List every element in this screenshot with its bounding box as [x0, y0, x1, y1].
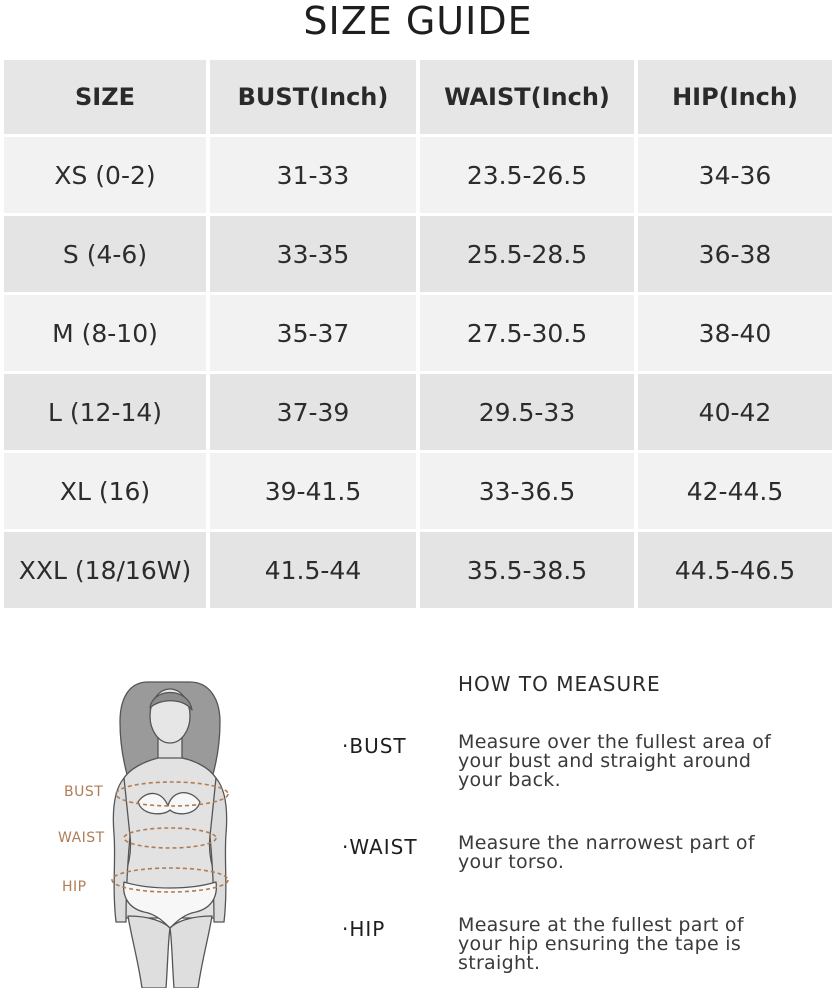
header-hip: HIP(Inch): [638, 60, 832, 134]
figure-label-hip: HIP: [62, 879, 87, 895]
bust-cell: 37-39: [210, 374, 416, 450]
size-table: SIZE BUST(Inch) WAIST(Inch) HIP(Inch) XS…: [0, 57, 836, 611]
figure-label-bust: BUST: [64, 784, 104, 800]
table-row: L (12-14) 37-39 29.5-33 40-42: [4, 374, 832, 450]
measure-desc-waist: Measure the narrowest part of your torso…: [458, 832, 755, 873]
hip-cell: 40-42: [638, 374, 832, 450]
waist-cell: 33-36.5: [420, 453, 634, 529]
figure-label-waist: WAIST: [58, 830, 105, 846]
header-waist: WAIST(Inch): [420, 60, 634, 134]
table-row: S (4-6) 33-35 25.5-28.5 36-38: [4, 216, 832, 292]
size-cell: L (12-14): [4, 374, 206, 450]
body-figure-icon: [111, 681, 229, 988]
bust-cell: 33-35: [210, 216, 416, 292]
header-bust: BUST(Inch): [210, 60, 416, 134]
size-cell: XL (16): [4, 453, 206, 529]
table-row: XL (16) 39-41.5 33-36.5 42-44.5: [4, 453, 832, 529]
measure-desc-hip: Measure at the fullest part of your hip …: [458, 914, 744, 974]
table-header-row: SIZE BUST(Inch) WAIST(Inch) HIP(Inch): [4, 60, 832, 134]
measure-label-hip: ·HIP: [342, 917, 386, 941]
size-cell: S (4-6): [4, 216, 206, 292]
waist-cell: 23.5-26.5: [420, 137, 634, 213]
table-row: M (8-10) 35-37 27.5-30.5 38-40: [4, 295, 832, 371]
waist-cell: 27.5-30.5: [420, 295, 634, 371]
header-size: SIZE: [4, 60, 206, 134]
measure-desc-bust: Measure over the fullest area of your bu…: [458, 731, 772, 791]
table-row: XXL (18/16W) 41.5-44 35.5-38.5 44.5-46.5: [4, 532, 832, 608]
page-title: SIZE GUIDE: [303, 0, 533, 43]
measure-label-waist: ·WAIST: [342, 835, 418, 859]
waist-cell: 29.5-33: [420, 374, 634, 450]
bust-cell: 39-41.5: [210, 453, 416, 529]
waist-cell: 25.5-28.5: [420, 216, 634, 292]
measure-label-bust: ·BUST: [342, 734, 407, 758]
hip-cell: 38-40: [638, 295, 832, 371]
hip-cell: 36-38: [638, 216, 832, 292]
table-row: XS (0-2) 31-33 23.5-26.5 34-36: [4, 137, 832, 213]
bust-cell: 35-37: [210, 295, 416, 371]
size-cell: XS (0-2): [4, 137, 206, 213]
bust-cell: 31-33: [210, 137, 416, 213]
hip-cell: 42-44.5: [638, 453, 832, 529]
how-to-measure-title: HOW TO MEASURE: [458, 672, 661, 696]
size-cell: M (8-10): [4, 295, 206, 371]
bust-cell: 41.5-44: [210, 532, 416, 608]
size-cell: XXL (18/16W): [4, 532, 206, 608]
hip-cell: 44.5-46.5: [638, 532, 832, 608]
waist-cell: 35.5-38.5: [420, 532, 634, 608]
hip-cell: 34-36: [638, 137, 832, 213]
body-figure-illustration: BUST WAIST HIP: [0, 660, 300, 988]
